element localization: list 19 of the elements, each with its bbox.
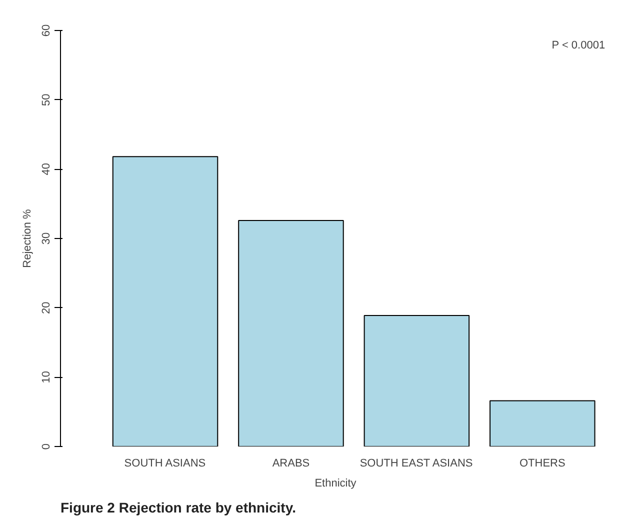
- y-tick-label: 10: [40, 371, 52, 384]
- x-tick-label: SOUTH ASIANS: [124, 458, 206, 470]
- annotation: P < 0.0001: [552, 39, 606, 52]
- y-tick-label: 20: [40, 302, 52, 314]
- bar: [112, 156, 218, 446]
- bar: [490, 400, 596, 446]
- caption: Figure 2 Rejection rate by ethnicity.: [60, 500, 296, 516]
- x-tick-label: ARABS: [272, 458, 310, 470]
- x-axis-title: Ethnicity: [314, 478, 357, 490]
- y-tick-label: 30: [40, 232, 52, 245]
- y-tick-label: 50: [40, 94, 52, 106]
- bar: [364, 314, 470, 446]
- y-tick-label: 40: [40, 163, 52, 176]
- y-tick-label: 0: [40, 443, 52, 450]
- bar: [238, 220, 344, 446]
- y-axis-title: Rejection %: [22, 208, 34, 268]
- x-tick-label: OTHERS: [519, 458, 566, 470]
- x-tick-label: SOUTH EAST ASIANS: [360, 458, 473, 470]
- y-tick-label: 60: [40, 24, 52, 37]
